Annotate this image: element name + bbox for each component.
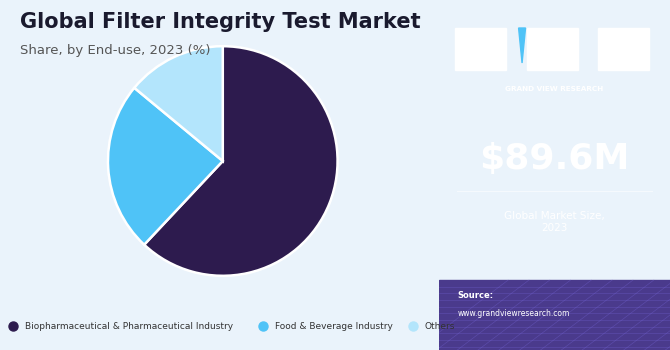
- Bar: [439, 280, 670, 350]
- Bar: [598, 28, 649, 70]
- Text: Biopharmaceutical & Pharmaceutical Industry: Biopharmaceutical & Pharmaceutical Indus…: [25, 322, 234, 331]
- Text: Others: Others: [425, 322, 455, 331]
- Wedge shape: [108, 88, 222, 245]
- Text: www.grandviewresearch.com: www.grandviewresearch.com: [458, 309, 570, 318]
- Bar: [527, 28, 578, 70]
- Text: Source:: Source:: [458, 291, 494, 300]
- Text: Share, by End-use, 2023 (%): Share, by End-use, 2023 (%): [19, 44, 210, 57]
- Wedge shape: [134, 46, 223, 161]
- Text: GRAND VIEW RESEARCH: GRAND VIEW RESEARCH: [505, 86, 604, 92]
- Bar: [455, 28, 506, 70]
- Wedge shape: [144, 46, 338, 276]
- Text: $89.6M: $89.6M: [479, 142, 630, 176]
- Polygon shape: [519, 28, 525, 63]
- Text: Global Filter Integrity Test Market: Global Filter Integrity Test Market: [19, 12, 420, 32]
- Text: Global Market Size,
2023: Global Market Size, 2023: [504, 211, 605, 233]
- Text: Food & Beverage Industry: Food & Beverage Industry: [275, 322, 393, 331]
